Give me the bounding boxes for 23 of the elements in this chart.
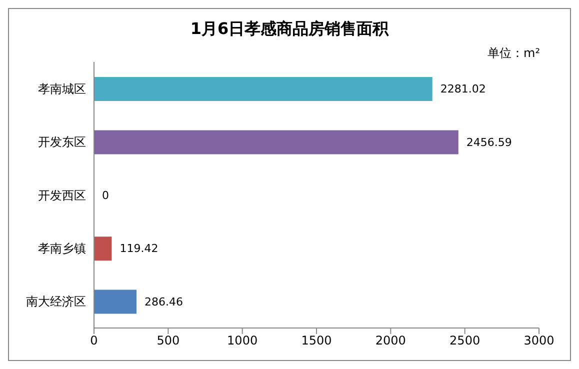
y-tick-label: 南大经济区 (26, 294, 86, 309)
bar (94, 236, 112, 261)
y-tick-label: 孝南城区 (38, 82, 86, 96)
data-label: 0 (102, 189, 109, 202)
x-tick-label: 1500 (301, 334, 332, 348)
data-label: 286.46 (144, 295, 183, 308)
text: 单位：m² (488, 45, 540, 62)
chart-title: 1月6日孝感商品房销售面积 (189, 19, 390, 40)
x-tick-label: 500 (156, 334, 180, 348)
y-tick-label: 开发西区 (38, 188, 86, 202)
x-tick-label: 2500 (450, 334, 480, 348)
bar (94, 290, 136, 314)
bar (94, 130, 458, 154)
data-label: 119.42 (120, 242, 158, 256)
data-label: 2456.59 (466, 136, 512, 149)
bar (94, 77, 432, 101)
x-tick-label: 2000 (375, 334, 406, 348)
y-tick-label: 开发东区 (38, 135, 86, 150)
y-tick-label: 孝南乡镇 (38, 241, 86, 256)
x-tick-label: 3000 (524, 334, 554, 348)
data-label: 2281.02 (440, 82, 486, 96)
x-tick-label: 0 (90, 334, 98, 348)
x-tick-label: 1000 (227, 334, 258, 348)
